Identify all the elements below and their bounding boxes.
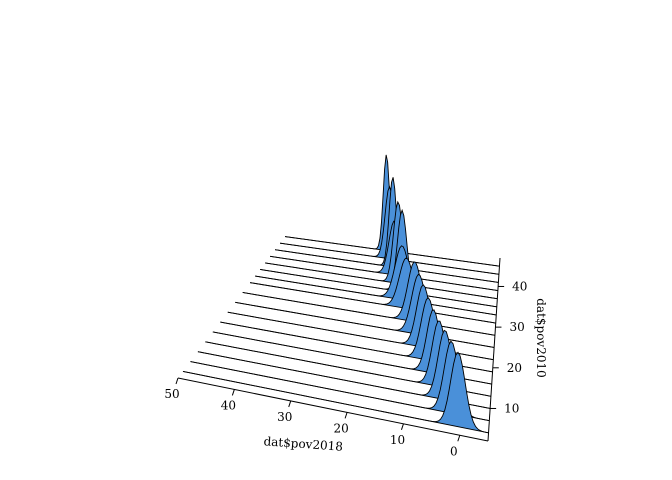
x-tick bbox=[231, 389, 235, 396]
ridge-baseline bbox=[255, 275, 497, 316]
density-ridge bbox=[270, 220, 498, 291]
x-tick-label: 50 bbox=[164, 387, 179, 401]
ridge-plane bbox=[250, 257, 496, 324]
ridge-fill bbox=[260, 210, 497, 307]
x-tick bbox=[288, 400, 292, 408]
ridge-fill bbox=[182, 352, 489, 433]
y-axis-label: dat$pov2010 bbox=[534, 298, 548, 378]
x-axis-line bbox=[177, 377, 489, 442]
x-tick-label: 0 bbox=[450, 444, 458, 458]
ridges-layer bbox=[182, 154, 500, 434]
ridge-baseline bbox=[190, 361, 490, 422]
x-tick bbox=[344, 412, 348, 419]
density-ridge bbox=[250, 257, 496, 324]
x-tick bbox=[457, 435, 461, 442]
ridge-fill bbox=[250, 257, 496, 324]
y-tick-label: 20 bbox=[507, 361, 522, 375]
x-tick-label: 30 bbox=[277, 410, 292, 424]
y-tick-label: 10 bbox=[504, 401, 519, 415]
density-ridge bbox=[265, 200, 498, 300]
density-ridge bbox=[182, 351, 489, 434]
ridge-plane bbox=[260, 210, 497, 307]
density-ridge bbox=[255, 245, 497, 316]
ridge-baseline bbox=[235, 301, 495, 348]
ridge-baseline bbox=[242, 292, 496, 336]
ridge-baseline bbox=[250, 282, 496, 324]
ridge-fill bbox=[212, 309, 492, 385]
y-tick-label: 40 bbox=[512, 279, 527, 293]
density-ridge bbox=[260, 208, 497, 308]
ridge-baseline bbox=[260, 269, 497, 308]
x-tick-label: 10 bbox=[390, 433, 405, 447]
axes-layer: 50 40 30 20 10 0 10 20 30 40 bbox=[164, 257, 527, 458]
ridge-outline bbox=[250, 257, 496, 324]
x-tick bbox=[400, 423, 404, 430]
ridge-outline bbox=[260, 208, 497, 308]
x-tick-label: 20 bbox=[333, 421, 348, 435]
x-tick-label: 40 bbox=[221, 398, 236, 412]
y-axis-line bbox=[487, 257, 501, 442]
ridge-baseline bbox=[182, 370, 489, 434]
ridge-baseline bbox=[265, 262, 498, 300]
ridge-baseline bbox=[270, 255, 498, 291]
ridge-fill bbox=[205, 321, 491, 397]
x-axis-label: dat$pov2018 bbox=[263, 434, 343, 454]
x-tick bbox=[175, 377, 179, 385]
density-ridge bbox=[242, 261, 496, 336]
y-tick-label: 30 bbox=[509, 320, 524, 334]
